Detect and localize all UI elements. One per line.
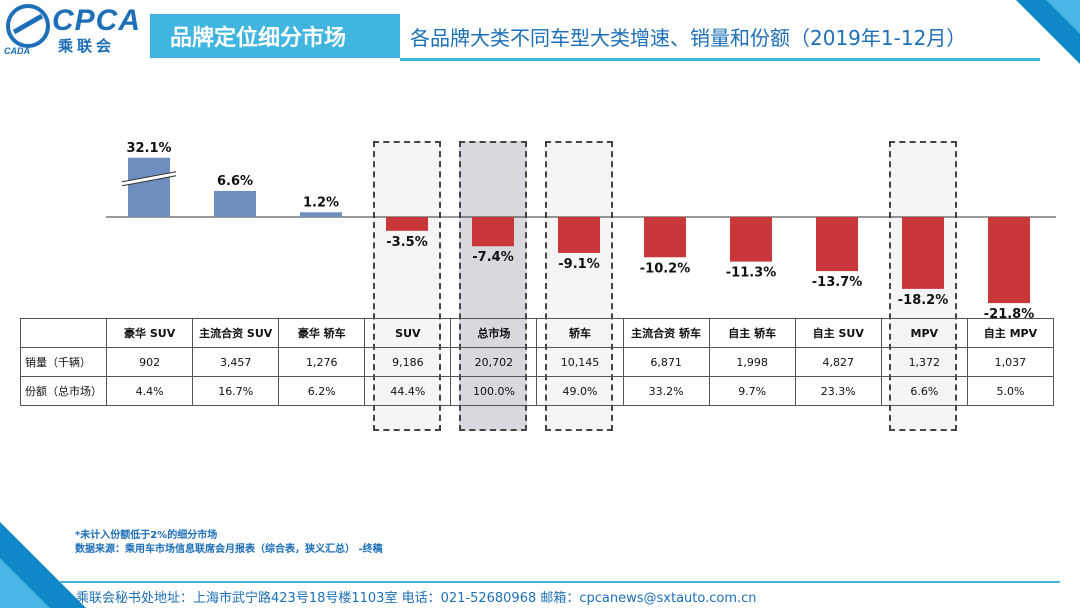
bar-4: [472, 217, 514, 247]
table-cell: 20,702: [450, 347, 538, 377]
footer-contact: 乘联会秘书处地址：上海市武宁路423号18号楼1103室 电话：021-5268…: [76, 591, 757, 606]
logo-text: CPCA: [52, 4, 142, 37]
bar-3: [386, 217, 428, 231]
data-label-3: -3.5%: [386, 235, 427, 250]
column-header: 豪华 轿车: [278, 318, 366, 348]
bar-6: [644, 217, 686, 258]
bar-8: [816, 217, 858, 272]
growth-bar-chart: 32.1% 6.6% 1.2% -3.5% -7.4% -9.1% -10.2% -11.3%…: [106, 141, 1056, 320]
column-header: 主流合资 SUV: [192, 318, 280, 348]
note-line-1: *未计入份额低于2%的细分市场: [75, 530, 218, 541]
table-row: 销量（千辆） 902 3,457 1,276 9,186 20,702 10,145 6,87…: [19, 347, 1055, 377]
axis-break-mark: [124, 171, 174, 186]
bar-5: [558, 217, 600, 253]
bar-0: [128, 157, 170, 217]
bar-9: [902, 217, 944, 289]
column-header: 豪华 SUV: [106, 318, 194, 348]
column-header: 轿车: [536, 318, 624, 348]
column-header: 总市场: [450, 318, 538, 348]
column-header: 主流合资 轿车: [622, 318, 710, 348]
footer-divider: [60, 581, 1060, 583]
row-label: [19, 318, 108, 348]
logo-mark: CADA: [4, 46, 30, 56]
note-line-2: 数据来源：乘用车市场信息联席会月报表（综合表，狭义汇总） -终稿: [75, 544, 383, 555]
column-header: 自主 SUV: [794, 318, 882, 348]
row-label: 份额（总市场）: [19, 376, 108, 406]
data-label-7: -11.3%: [726, 266, 777, 281]
table-cell: 9,186: [364, 347, 452, 377]
page-subtitle: 各品牌大类不同车型大类增速、销量和份额（2019年1-12月）: [410, 26, 967, 50]
table-cell: 49.0%: [536, 376, 624, 406]
table-header-row: 豪华 SUV 主流合资 SUV 豪华 轿车 SUV 总市场 轿车 主流合资 轿车 自主 轿车自…: [19, 318, 1055, 348]
table-cell: 6.2%: [278, 376, 366, 406]
corner-decoration-top-inner: [1046, 0, 1080, 34]
header-logo-area: CPCA 乘联会 CADA: [0, 0, 165, 64]
logo-subtext: 乘联会: [58, 37, 116, 55]
column-header: 自主 MPV: [966, 318, 1055, 348]
data-table: 豪华 SUV 主流合资 SUV 豪华 轿车 SUV 总市场 轿车 主流合资 轿车 自主 轿车自…: [19, 318, 1055, 406]
bar-7: [730, 217, 772, 262]
data-label-6: -10.2%: [640, 261, 691, 276]
page-title: 品牌定位细分市场: [170, 26, 347, 51]
data-label-5: -9.1%: [558, 257, 599, 272]
table-cell: 4.4%: [106, 376, 194, 406]
table-cell: 44.4%: [364, 376, 452, 406]
cpca-logo-icon: [6, 4, 50, 48]
table-cell: 1,037: [966, 347, 1055, 377]
axis-break-line-0: [121, 171, 177, 183]
data-label-8: -13.7%: [812, 275, 863, 290]
data-label-0: 32.1%: [126, 141, 171, 156]
table-cell: 5.0%: [966, 376, 1055, 406]
row-label: 销量（千辆）: [19, 347, 108, 377]
table-cell: 23.3%: [794, 376, 882, 406]
table-cell: 33.2%: [622, 376, 710, 406]
column-header: MPV: [880, 318, 968, 348]
data-label-9: -18.2%: [898, 293, 949, 308]
table-cell: 902: [106, 347, 194, 377]
table-cell: 9.7%: [708, 376, 796, 406]
data-label-2: 1.2%: [303, 195, 339, 210]
axis-break-line-1: [121, 175, 177, 187]
table-cell: 1,276: [278, 347, 366, 377]
table-cell: 1,372: [880, 347, 968, 377]
column-header: 自主 轿车: [708, 318, 796, 348]
table-cell: 100.0%: [450, 376, 538, 406]
table-cell: 4,827: [794, 347, 882, 377]
table-cell: 1,998: [708, 347, 796, 377]
table-cell: 16.7%: [192, 376, 280, 406]
data-label-4: -7.4%: [472, 250, 513, 265]
data-label-10: -21.8%: [984, 307, 1035, 320]
table-row: 份额（总市场） 4.4% 16.7% 6.2% 44.4% 100.0% 49.0% 33.2…: [19, 376, 1055, 406]
table-cell: 6.6%: [880, 376, 968, 406]
table-cell: 6,871: [622, 347, 710, 377]
header-divider: [400, 58, 1040, 61]
title-band: [150, 14, 400, 58]
bar-1: [214, 190, 256, 217]
corner-decoration-bottom-inner: [0, 558, 50, 608]
data-label-1: 6.6%: [217, 174, 253, 189]
table-cell: 10,145: [536, 347, 624, 377]
table-cell: 3,457: [192, 347, 280, 377]
column-header: SUV: [364, 318, 452, 348]
bar-10: [988, 217, 1030, 304]
bar-2: [300, 212, 342, 217]
